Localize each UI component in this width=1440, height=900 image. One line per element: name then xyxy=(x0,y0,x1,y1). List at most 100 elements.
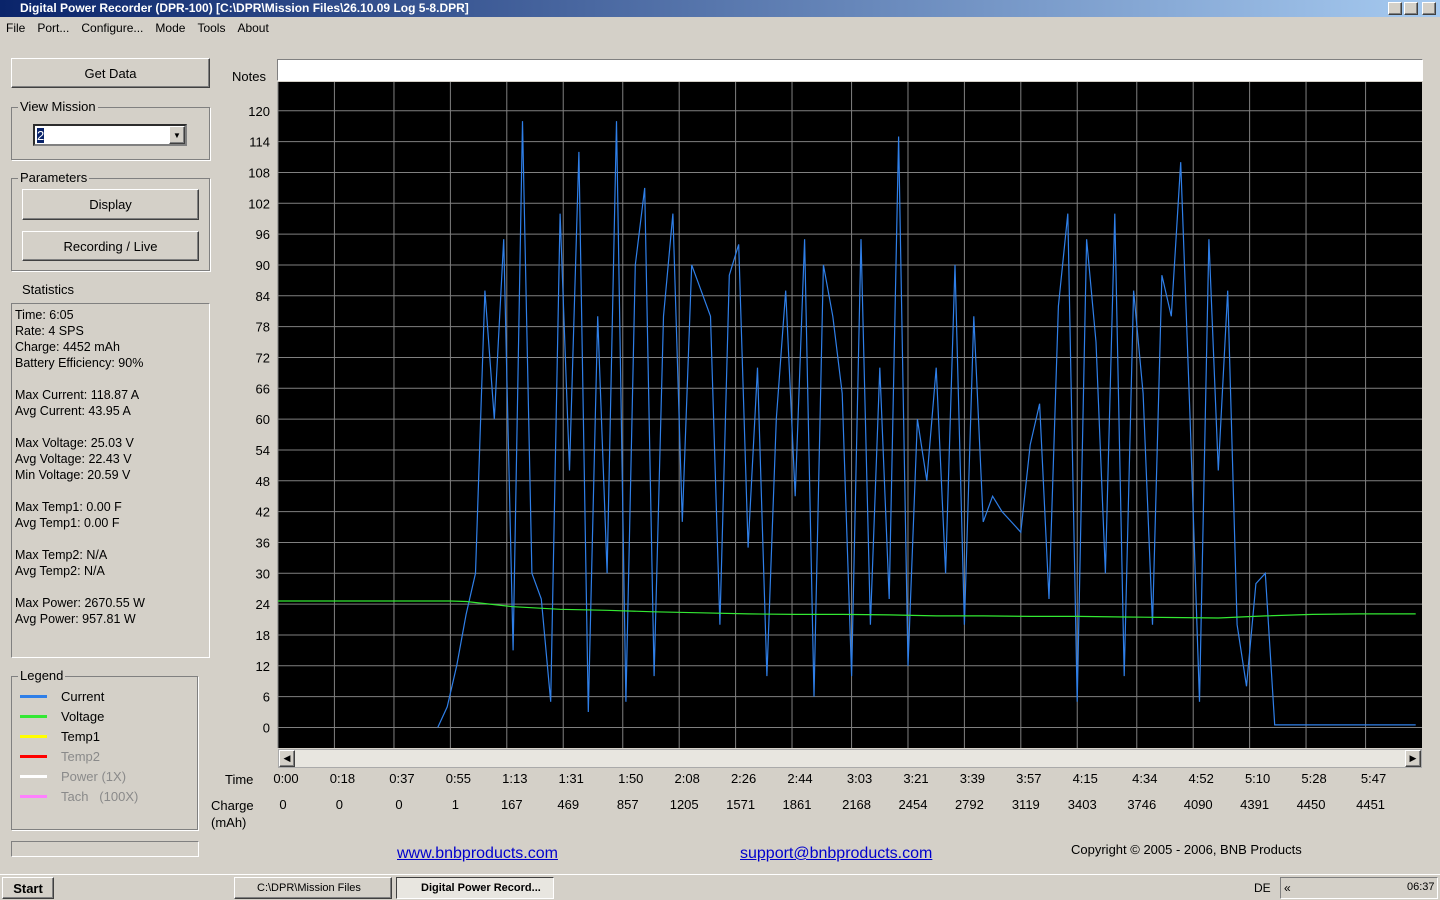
copyright: Copyright © 2005 - 2006, BNB Products xyxy=(1071,842,1302,857)
menu-item[interactable]: Tools xyxy=(197,21,226,35)
charge-label: 3119 xyxy=(1012,797,1040,812)
task-button-active[interactable]: Digital Power Record... xyxy=(396,877,554,899)
x-tick-label: 3:21 xyxy=(903,771,928,786)
x-tick-label: 0:00 xyxy=(273,771,298,786)
charge-label: 0 xyxy=(336,797,343,812)
y-tick-label: 48 xyxy=(256,474,270,489)
x-tick-label: 1:13 xyxy=(502,771,527,786)
charge-label: 469 xyxy=(557,797,579,812)
legend-item: Voltage xyxy=(12,706,197,726)
get-data-button[interactable]: Get Data xyxy=(11,58,210,88)
y-tick-label: 114 xyxy=(249,135,270,150)
x-tick-label: 3:39 xyxy=(960,771,985,786)
support-link[interactable]: support@bnbproducts.com xyxy=(740,845,933,862)
x-tick-label: 5:47 xyxy=(1361,771,1386,786)
charge-label: 0 xyxy=(279,797,286,812)
language: DE xyxy=(1254,881,1271,895)
menu-item[interactable]: Mode xyxy=(155,21,186,35)
x-tick-label: 2:08 xyxy=(675,771,700,786)
legend-text: Temp2 xyxy=(61,748,101,764)
y-tick-label: 42 xyxy=(256,505,270,520)
display-button[interactable]: Display xyxy=(22,189,199,220)
x-tick-label: 4:15 xyxy=(1073,771,1098,786)
stat-line: Max Temp2: N/A xyxy=(15,548,108,562)
stat-line: Avg Current: 43.95 A xyxy=(15,404,131,418)
website-link[interactable]: www.bnbproducts.com xyxy=(397,845,558,862)
y-tick-label: 78 xyxy=(256,320,270,335)
charge-label: 1205 xyxy=(670,797,699,812)
stat-line: Max Temp1: 0.00 F xyxy=(15,500,122,514)
charge-label: 4450 xyxy=(1297,797,1326,812)
combo-arrow[interactable]: ▼ xyxy=(169,126,185,144)
notes-field[interactable] xyxy=(277,59,1423,81)
window-title: Digital Power Recorder (DPR-100) [C:\DPR… xyxy=(20,1,469,15)
x-tick-label: 0:55 xyxy=(446,771,471,786)
scroll-left[interactable]: ◀ xyxy=(279,750,295,767)
start-button[interactable]: Start xyxy=(2,877,54,899)
menu-item[interactable]: Port... xyxy=(37,21,70,35)
legend-item: Power (1X) xyxy=(12,766,197,786)
statistics-label: Statistics xyxy=(22,282,75,297)
charge-label: 4090 xyxy=(1184,797,1213,812)
y-tick-label: 36 xyxy=(256,535,270,550)
menu-item[interactable]: About xyxy=(237,21,269,35)
x-tick-label: 4:52 xyxy=(1189,771,1214,786)
menu-item[interactable]: Configure... xyxy=(81,21,144,35)
y-tick-label: 18 xyxy=(256,628,270,643)
clock: 06:37 xyxy=(1407,881,1435,893)
time-label: Time xyxy=(225,772,254,787)
tray-chevron[interactable]: « xyxy=(1284,881,1291,895)
charge-label: 3403 xyxy=(1068,797,1097,812)
task-button[interactable]: C:\DPR\Mission Files xyxy=(234,877,392,899)
charge-label: 2168 xyxy=(842,797,871,812)
stat-line: Avg Temp2: N/A xyxy=(15,564,105,578)
chart: 0612182430364248546066727884909610210811… xyxy=(248,82,1422,812)
legend-text: Current xyxy=(61,688,105,704)
charge-label: 1571 xyxy=(726,797,755,812)
mission-combo[interactable]: 2 ▼ xyxy=(33,124,187,146)
maximize-button[interactable] xyxy=(1404,2,1418,15)
legend-swatch xyxy=(20,794,47,798)
y-tick-label: 72 xyxy=(256,350,270,365)
combo-value: 2 xyxy=(37,128,45,143)
group-label: View Mission xyxy=(18,99,98,114)
stat-line: Charge: 4452 mAh xyxy=(15,340,120,354)
x-tick-label: 3:03 xyxy=(847,771,872,786)
scrollbar[interactable]: ◀ ▶ xyxy=(278,749,1422,768)
y-tick-label: 120 xyxy=(248,104,270,119)
y-tick-label: 66 xyxy=(256,381,270,396)
tray: « 06:37 xyxy=(1280,877,1438,899)
x-tick-label: 1:31 xyxy=(559,771,584,786)
y-tick-label: 6 xyxy=(263,690,270,705)
y-tick-label: 54 xyxy=(256,443,270,458)
view-mission-group xyxy=(11,107,210,160)
x-tick-label: 1:50 xyxy=(618,771,643,786)
charge-label: 2454 xyxy=(899,797,928,812)
legend-item: Temp2 xyxy=(12,746,197,766)
legend-swatch xyxy=(20,714,47,718)
y-tick-label: 102 xyxy=(248,196,270,211)
parameters-group xyxy=(11,178,210,271)
menu-item[interactable]: File xyxy=(6,21,26,35)
group-label: Parameters xyxy=(18,170,90,185)
x-tick-label: 0:37 xyxy=(389,771,414,786)
legend-swatch xyxy=(20,774,47,778)
recording-button[interactable]: Recording / Live xyxy=(22,231,199,261)
menu-bar: File Port... Configure... Mode Tools About xyxy=(0,19,269,37)
y-tick-label: 24 xyxy=(256,597,270,612)
notes-label: Notes xyxy=(232,69,266,84)
close-button[interactable] xyxy=(1422,2,1436,15)
minimize-button[interactable] xyxy=(1388,2,1402,15)
taskbar: Start C:\DPR\Mission Files Digital Power… xyxy=(0,874,1440,900)
x-tick-label: 2:26 xyxy=(731,771,756,786)
stat-line: Avg Power: 957.81 W xyxy=(15,612,136,626)
stat-line: Max Voltage: 25.03 V xyxy=(15,436,134,450)
charge-label: 167 xyxy=(501,797,523,812)
scroll-right[interactable]: ▶ xyxy=(1405,750,1421,767)
legend-text: Temp1 xyxy=(61,728,101,744)
group-label: Legend xyxy=(18,668,66,683)
x-tick-label: 2:44 xyxy=(787,771,812,786)
stat-line: Avg Temp1: 0.00 F xyxy=(15,516,120,530)
y-tick-label: 108 xyxy=(248,165,270,180)
